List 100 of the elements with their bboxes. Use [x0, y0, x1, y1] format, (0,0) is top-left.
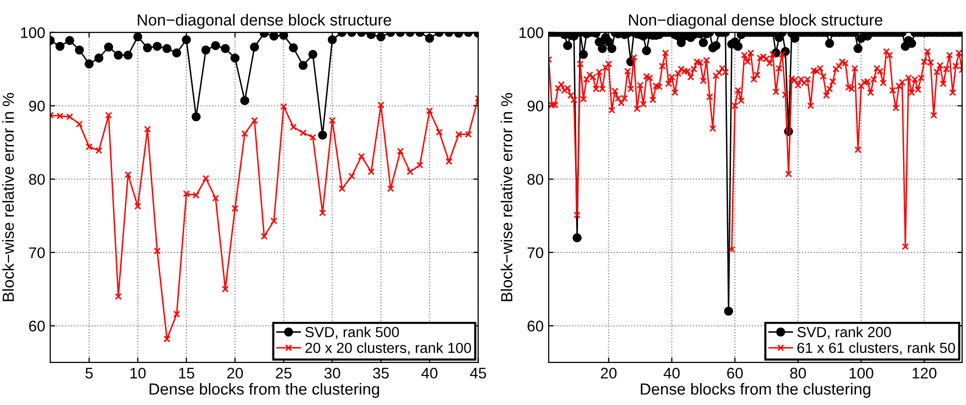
point — [55, 42, 64, 51]
point — [396, 148, 404, 155]
y-axis-title: Block−wise relative error in % — [500, 93, 512, 302]
x-tick-label: 60 — [727, 368, 743, 379]
point — [406, 168, 414, 176]
point — [152, 42, 162, 51]
point — [288, 43, 298, 52]
point — [133, 32, 142, 42]
x-tick-label: 20 — [600, 368, 617, 379]
point — [279, 32, 288, 40]
point — [74, 45, 84, 55]
y-tick-label: 100 — [520, 27, 544, 38]
point — [358, 152, 365, 160]
chart-title: Non−diagonal dense block structure — [138, 14, 392, 29]
point — [114, 50, 123, 60]
point — [192, 192, 200, 199]
point — [201, 45, 210, 55]
x-tick-label: 120 — [912, 368, 936, 379]
point — [232, 204, 238, 212]
x-tick-label: 100 — [850, 368, 874, 379]
point — [426, 107, 434, 114]
point — [172, 48, 182, 58]
point — [376, 32, 386, 42]
point — [182, 190, 190, 198]
point — [95, 147, 102, 154]
y-tick-label: 100 — [21, 27, 45, 38]
point — [309, 134, 316, 141]
point — [338, 185, 346, 192]
point — [280, 103, 288, 110]
point — [76, 120, 83, 128]
point — [269, 32, 278, 41]
legend-label: SVD, rank 200 — [797, 326, 891, 339]
point — [251, 116, 258, 124]
point — [56, 112, 64, 120]
legend-label: 61 x 61 clusters, rank 50 — [797, 342, 956, 355]
y-tick-label: 90 — [528, 100, 544, 112]
point — [66, 113, 74, 120]
point — [318, 130, 328, 140]
x-tick-label: 10 — [130, 368, 146, 379]
point — [104, 42, 114, 52]
point — [300, 129, 307, 136]
point — [368, 168, 375, 176]
point — [105, 112, 112, 119]
y-tick-label: 80 — [528, 174, 544, 185]
point — [220, 44, 230, 54]
point — [162, 44, 172, 54]
point — [134, 202, 142, 210]
point — [124, 50, 133, 60]
legend-label: SVD, rank 500 — [305, 326, 399, 339]
point — [230, 54, 240, 63]
point — [464, 130, 472, 138]
chart-title: Non−diagonal dense block structure — [629, 14, 882, 29]
y-tick-label: 70 — [528, 247, 544, 258]
y-tick-label: 80 — [29, 174, 45, 185]
point — [250, 42, 259, 52]
x-axis-title: Dense blocks from the clustering — [150, 382, 380, 398]
x-tick-label: 15 — [179, 368, 194, 379]
point — [154, 248, 161, 254]
point — [192, 112, 201, 122]
legend-label: 20 x 20 clusters, rank 100 — [305, 342, 472, 355]
point — [298, 60, 308, 70]
point — [290, 124, 297, 130]
point — [211, 41, 220, 50]
point — [163, 336, 170, 342]
point — [416, 162, 424, 169]
y-tick-label: 90 — [29, 100, 45, 112]
point — [144, 126, 151, 133]
point — [240, 96, 250, 106]
x-tick-label: 35 — [373, 368, 389, 379]
x-tick-label: 30 — [324, 368, 340, 379]
point — [348, 172, 356, 180]
y-axis-title: Block−wise relative error in % — [2, 93, 14, 302]
point — [142, 43, 152, 52]
point — [94, 54, 104, 63]
point — [377, 102, 384, 108]
point — [173, 310, 180, 318]
x-tick-label: 40 — [664, 368, 680, 379]
point — [270, 217, 278, 224]
point — [387, 185, 394, 192]
point — [328, 35, 337, 44]
point — [319, 209, 326, 216]
point — [124, 171, 132, 178]
y-tick-label: 60 — [29, 320, 45, 332]
point — [260, 232, 268, 240]
y-tick-label: 70 — [29, 247, 45, 258]
x-tick-label: 40 — [421, 368, 438, 379]
point — [241, 130, 248, 138]
point — [446, 158, 452, 165]
point — [182, 35, 191, 44]
x-tick-label: 25 — [276, 368, 292, 379]
point — [212, 194, 220, 202]
x-tick-label: 45 — [470, 368, 486, 379]
point — [86, 143, 93, 150]
point — [84, 59, 94, 68]
point — [65, 36, 74, 45]
point — [308, 50, 318, 59]
point — [222, 286, 229, 293]
point — [455, 130, 462, 138]
y-tick-label: 60 — [528, 320, 544, 332]
x-axis-title: Dense blocks from the clustering — [640, 382, 870, 398]
